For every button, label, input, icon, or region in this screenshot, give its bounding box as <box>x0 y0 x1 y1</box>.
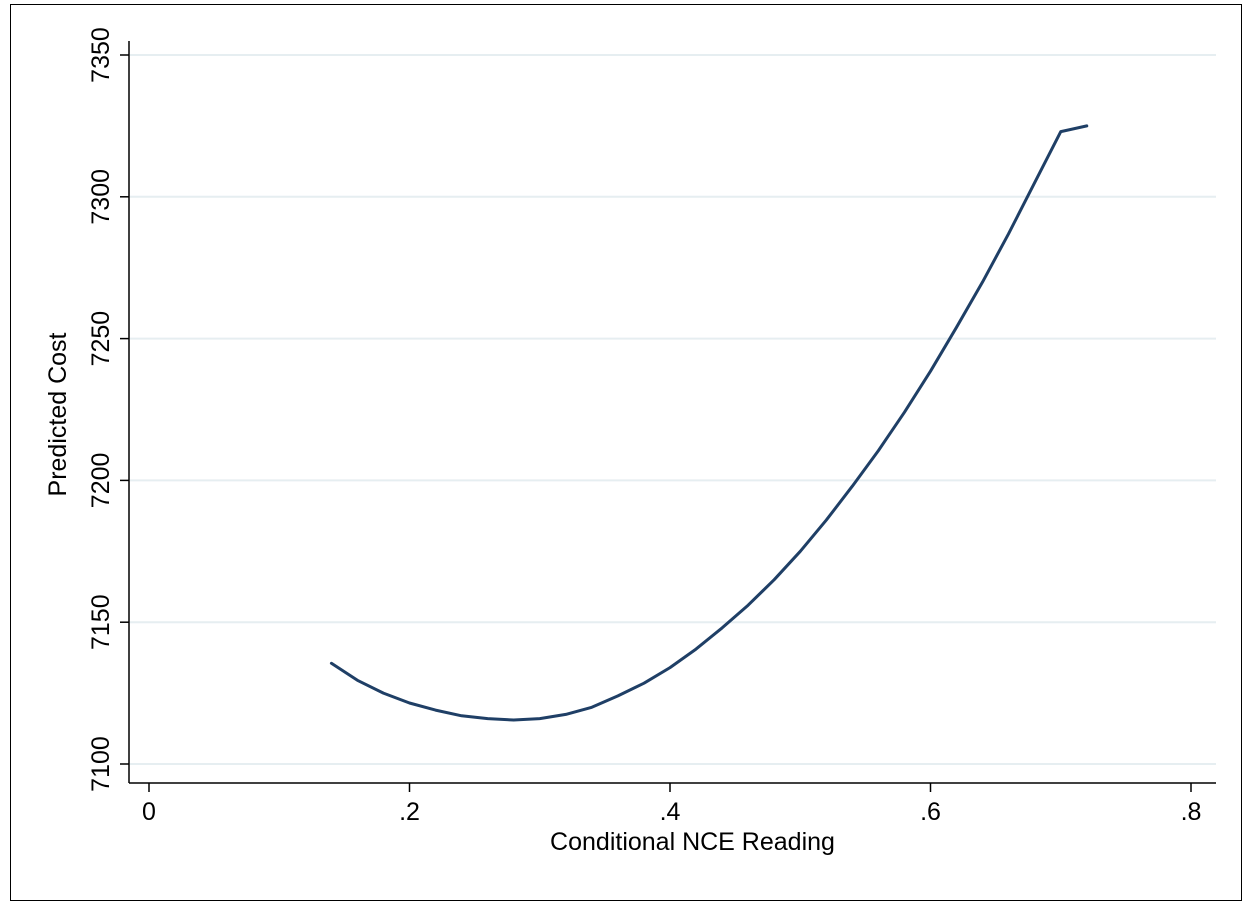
chart-frame: 7100 7150 7200 7250 7300 7350 0 .2 .4 .6 .8 Condit… <box>10 4 1242 901</box>
y-tick-label: 7250 <box>87 311 115 367</box>
labels-layer: 7100 7150 7200 7250 7300 7350 0 .2 .4 .6 .8 <box>87 27 1201 826</box>
series-line <box>329 124 1089 722</box>
grid-layer <box>130 54 1216 765</box>
x-tick-label: .6 <box>920 798 941 826</box>
y-tick-label: 7150 <box>87 594 115 650</box>
y-axis-title: Predicted Cost <box>44 332 72 496</box>
chart-plot: 7100 7150 7200 7250 7300 7350 0 .2 .4 .6 .8 Condit… <box>44 27 1216 856</box>
series-layer <box>329 124 1089 722</box>
y-tick-label: 7300 <box>87 169 115 225</box>
x-tick-label: 0 <box>142 798 156 826</box>
x-tick-label: .2 <box>399 798 420 826</box>
x-tick-label: .8 <box>1181 798 1202 826</box>
y-tick-label: 7350 <box>87 27 115 83</box>
x-tick-label: .4 <box>660 798 681 826</box>
axes-layer <box>120 41 1216 792</box>
y-tick-label: 7200 <box>87 453 115 509</box>
y-tick-label: 7100 <box>87 736 115 792</box>
x-axis-title: Conditional NCE Reading <box>550 828 835 856</box>
